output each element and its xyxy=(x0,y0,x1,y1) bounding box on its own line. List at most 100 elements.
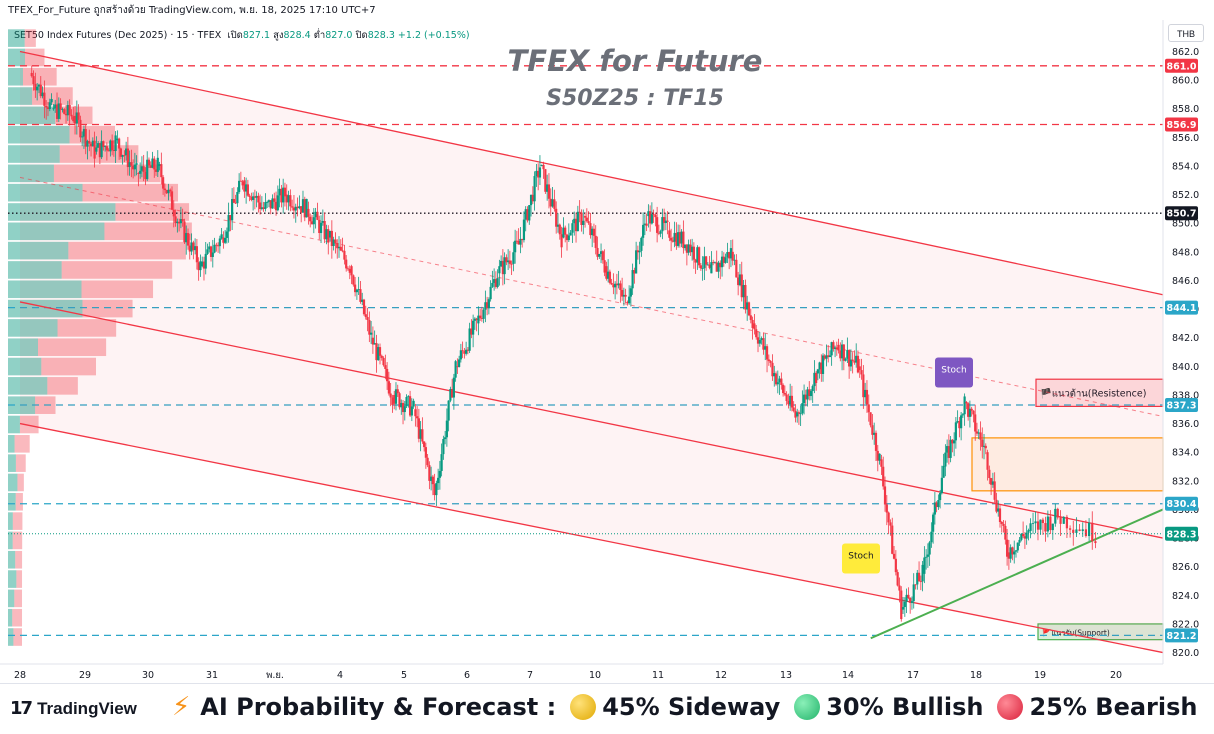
candle-body xyxy=(137,173,140,174)
candle-body xyxy=(386,368,389,382)
candle-body xyxy=(782,384,785,394)
chart-canvas[interactable]: 🏴แนวต้าน(Resistence) 🚩แนวรับ(Support) Sto… xyxy=(0,0,1214,683)
price-tag xyxy=(1165,300,1198,315)
price-tag-label: 856.9 xyxy=(1166,120,1196,131)
price-tag-label: 850.7 xyxy=(1166,209,1196,220)
candle-body xyxy=(336,242,339,249)
candle-body xyxy=(400,402,403,408)
volume-profile-bar xyxy=(17,473,24,492)
candle-body xyxy=(507,260,510,263)
channel-line[interactable] xyxy=(19,50,1164,296)
low-label: ต่ำ xyxy=(313,30,326,41)
channel-line[interactable] xyxy=(19,301,1164,539)
candle-body xyxy=(556,224,560,227)
stoch-callout[interactable] xyxy=(935,357,973,388)
candle-body xyxy=(314,211,317,218)
stoch-label: Stoch xyxy=(941,365,966,375)
time-tick-label: 14 xyxy=(842,670,854,681)
candle-body xyxy=(64,113,68,116)
candle-body xyxy=(54,104,57,109)
candle-body xyxy=(671,240,674,242)
candle-body xyxy=(760,338,763,341)
stoch-callout[interactable] xyxy=(842,543,880,574)
price-tick-label: 838.0 xyxy=(1172,390,1199,401)
candle-body xyxy=(480,318,483,319)
time-tick-label: 4 xyxy=(337,670,343,681)
candle-body xyxy=(722,256,725,263)
candle-body xyxy=(325,229,328,240)
candle-body xyxy=(569,232,572,236)
candle-body xyxy=(73,115,77,124)
volume-profile-bar xyxy=(8,377,48,395)
volume-profile-bar xyxy=(61,261,173,279)
trend-line[interactable] xyxy=(870,508,1164,640)
candle-body xyxy=(444,437,447,440)
candle-body xyxy=(501,260,504,275)
candle-body xyxy=(855,355,858,363)
candle-body xyxy=(167,189,170,194)
price-zone[interactable] xyxy=(971,437,1164,492)
candle-body xyxy=(461,350,464,352)
candle-body xyxy=(813,372,816,387)
candle-body xyxy=(663,217,666,224)
candle-body xyxy=(820,362,823,374)
volume-profile-bar xyxy=(8,531,13,550)
candle-body xyxy=(670,237,673,241)
candle-body xyxy=(107,150,110,152)
candle-body xyxy=(535,170,538,177)
volume-profile-bar xyxy=(15,454,26,472)
candle-body xyxy=(479,315,482,319)
currency-button[interactable]: THB xyxy=(1168,24,1204,42)
channel-line[interactable] xyxy=(19,422,1164,654)
time-tick-label: พ.ย. xyxy=(266,670,284,681)
candle-body xyxy=(204,253,207,269)
forecast-bullish: 30% Bullish xyxy=(826,693,984,721)
candle-body xyxy=(668,230,671,238)
candle-body xyxy=(350,266,353,276)
symbol-name[interactable]: SET50 Index Futures (Dec 2025) · 15 · TF… xyxy=(14,30,222,41)
candle-body xyxy=(475,318,478,320)
candle-body xyxy=(531,194,534,202)
volume-profile-bar xyxy=(8,415,20,434)
candle-body xyxy=(213,244,216,253)
time-tick-label: 5 xyxy=(401,670,407,681)
candle-body xyxy=(505,257,508,263)
candle-body xyxy=(984,445,987,449)
candle-body xyxy=(592,228,596,236)
candle-body xyxy=(66,104,69,116)
candle-body xyxy=(549,198,552,207)
candle-body xyxy=(972,410,975,415)
candle-body xyxy=(997,508,1000,512)
price-zone[interactable] xyxy=(1035,378,1164,408)
candle-body xyxy=(364,314,367,318)
candle-body xyxy=(753,323,756,330)
zone-label: 🚩แนวรับ(Support) xyxy=(1042,628,1110,637)
channel-midline[interactable] xyxy=(19,176,1164,417)
candle-body xyxy=(174,216,177,224)
volume-profile-bar xyxy=(8,241,69,260)
candle-body xyxy=(664,220,667,224)
candle-body xyxy=(1094,541,1097,544)
candle-body xyxy=(596,247,599,257)
price-tag-label: 844.1 xyxy=(1166,303,1196,314)
tradingview-logo[interactable]: 𝟭𝟳 TradingView xyxy=(10,698,137,719)
candle-body xyxy=(135,163,138,165)
candle-body xyxy=(642,224,645,238)
candle-body xyxy=(285,194,288,203)
candle-body xyxy=(869,412,872,426)
candle-body xyxy=(146,159,149,180)
candle-body xyxy=(937,500,940,508)
candle-body xyxy=(445,420,448,438)
candle-body xyxy=(346,268,350,270)
candle-body xyxy=(607,271,610,279)
candle-body xyxy=(426,457,429,466)
time-tick-label: 19 xyxy=(1034,670,1046,681)
candle-body xyxy=(560,234,563,248)
candle-body xyxy=(452,377,455,398)
candle-body xyxy=(654,214,657,218)
candle-body xyxy=(274,201,278,211)
candle-body xyxy=(433,484,436,496)
candle-body xyxy=(190,242,193,252)
candle-body xyxy=(1022,533,1025,537)
candle-body xyxy=(206,249,209,254)
